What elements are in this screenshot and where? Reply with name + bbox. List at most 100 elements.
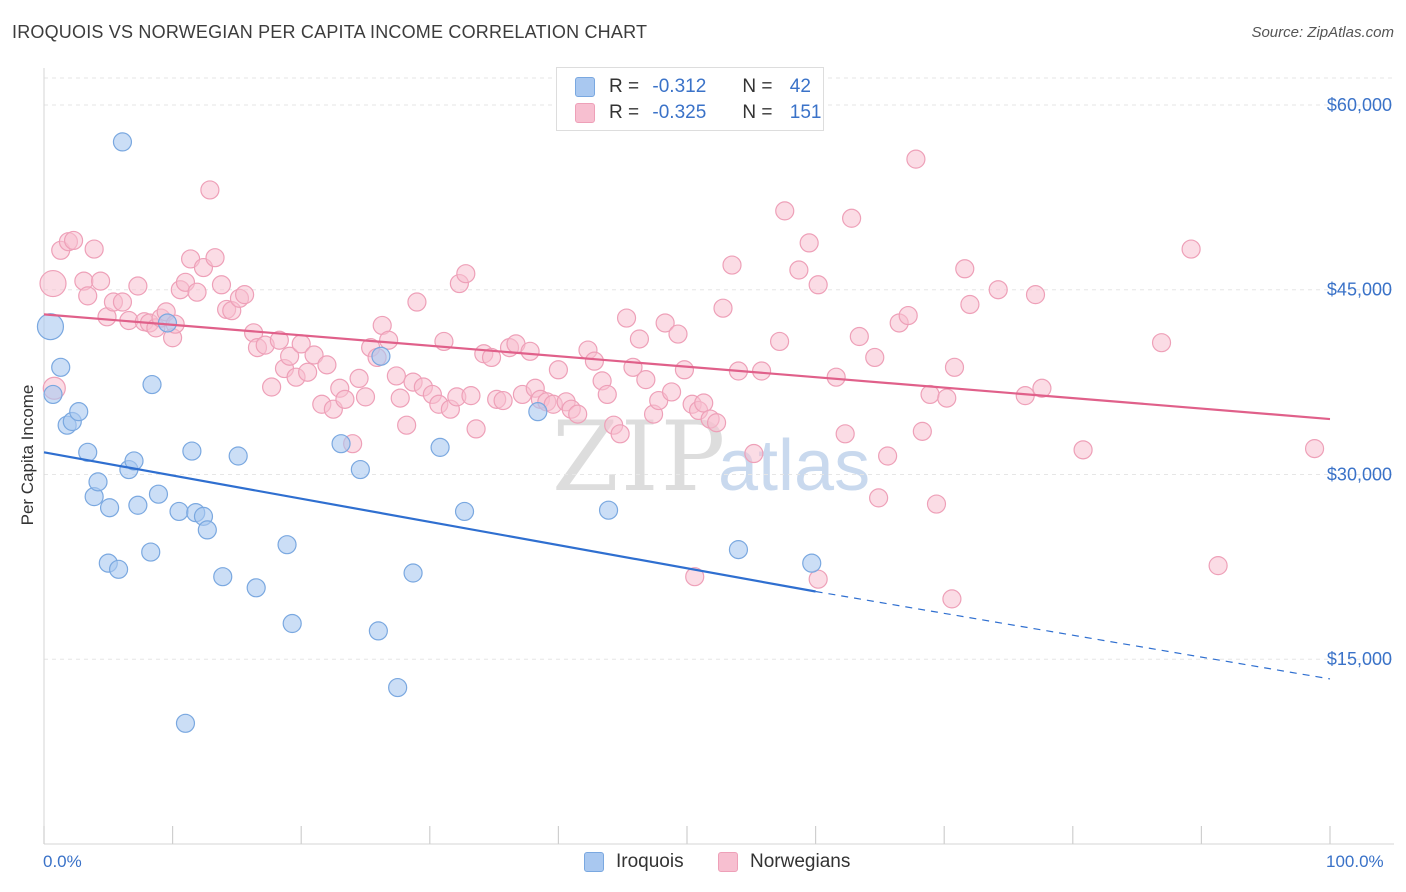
iroquois-legend-label: Iroquois: [616, 851, 684, 872]
x-tick-label-max: 100.0%: [1326, 852, 1384, 871]
norwegians-point: [835, 424, 855, 444]
norwegians-point: [211, 275, 232, 295]
iroquois-point: [124, 451, 144, 471]
y-tick-label-3: $60,000: [1327, 95, 1392, 115]
norwegians-points: [39, 149, 1325, 609]
norwegians-point: [568, 404, 588, 424]
iroquois-point: [403, 563, 423, 583]
norwegians-point: [84, 239, 104, 259]
norwegians-trend-line: [43, 313, 1331, 421]
norwegians-point: [1073, 440, 1093, 460]
norwegians-point: [610, 424, 630, 444]
norwegians-point: [355, 387, 376, 407]
iroquois-point: [246, 578, 266, 598]
iroquois-point: [277, 535, 297, 555]
norwegians-point: [493, 390, 513, 411]
iroquois-point: [36, 313, 65, 341]
norwegians-point: [335, 389, 355, 409]
norwegians-point: [655, 313, 675, 333]
iroquois-r-label: R =: [609, 76, 640, 97]
norwegians-point: [878, 446, 898, 466]
norwegians-point: [988, 280, 1008, 300]
iroquois-points: [36, 132, 822, 733]
norwegians-point: [685, 567, 705, 587]
norwegians-point: [304, 345, 324, 365]
norwegians-point: [694, 393, 714, 413]
iroquois-point: [128, 495, 148, 515]
norwegians-point: [1304, 439, 1325, 459]
norwegians-legend-label: Norwegians: [750, 851, 851, 872]
norwegians-r-value: -0.325: [652, 102, 707, 123]
norwegians-point: [616, 308, 637, 328]
norwegians-point: [456, 264, 476, 284]
norwegians-point: [481, 347, 502, 368]
norwegians-point: [706, 413, 727, 433]
iroquois-point: [43, 384, 63, 405]
iroquois-point: [368, 621, 388, 641]
iroquois-swatch: [575, 77, 595, 97]
iroquois-trend-line: [43, 451, 816, 593]
norwegians-point: [799, 233, 819, 253]
norwegians-point: [584, 351, 605, 371]
norwegians-point: [269, 330, 289, 350]
correlation-legend: R = -0.312 N = 42 R = -0.325 N = 151: [556, 67, 824, 131]
norwegians-point: [548, 360, 569, 380]
norwegians-point: [920, 384, 940, 405]
y-tick-label-2: $45,000: [1327, 280, 1392, 300]
norwegians-point: [775, 201, 795, 221]
norwegians-point: [1208, 556, 1228, 576]
iroquois-point: [728, 540, 749, 560]
y-tick-label-1: $30,000: [1327, 464, 1392, 484]
iroquois-point: [528, 402, 548, 422]
norwegians-point: [397, 415, 417, 435]
iroquois-point: [388, 677, 408, 698]
iroquois-point: [112, 132, 133, 152]
norwegians-point: [661, 382, 682, 402]
norwegians-point: [407, 292, 427, 312]
norwegians-point: [205, 248, 225, 268]
iroquois-point: [430, 437, 450, 457]
iroquois-point: [88, 472, 108, 492]
norwegians-point: [317, 355, 337, 375]
legend-row-norwegians: R = -0.325 N = 151: [575, 101, 821, 125]
norwegians-point: [842, 208, 862, 228]
norwegians-point: [349, 368, 369, 388]
iroquois-point: [454, 501, 475, 522]
norwegians-point: [826, 367, 846, 387]
trend-lines: [43, 313, 1331, 680]
norwegians-point: [942, 589, 962, 609]
norwegians-point: [955, 259, 975, 279]
iroquois-point: [331, 434, 351, 454]
iroquois-point: [802, 553, 822, 573]
y-tick-labels: $15,000 $30,000 $45,000 $60,000: [1327, 95, 1392, 669]
norwegians-legend-swatch: [718, 852, 738, 872]
x-tick-label-min: 0.0%: [43, 852, 82, 871]
norwegians-point: [789, 260, 809, 280]
norwegians-point: [461, 386, 481, 406]
bottom-legend-norwegians: Norwegians: [718, 851, 850, 873]
norwegians-point: [235, 285, 255, 305]
norwegians-point: [298, 362, 318, 382]
iroquois-n-label: N =: [742, 76, 773, 97]
iroquois-point: [108, 559, 129, 579]
iroquois-point: [51, 357, 71, 377]
norwegians-point: [262, 377, 282, 397]
norwegians-point: [944, 357, 965, 377]
norwegians-point: [636, 370, 656, 390]
iroquois-point: [69, 402, 89, 422]
iroquois-point: [213, 567, 233, 587]
norwegians-point: [597, 384, 617, 405]
iroquois-point: [142, 374, 162, 395]
norwegians-point: [668, 324, 688, 344]
iroquois-point: [371, 346, 391, 366]
norwegians-point: [926, 494, 947, 514]
norwegians-point: [960, 294, 980, 315]
iroquois-point: [148, 484, 169, 504]
norwegians-point: [466, 419, 486, 439]
iroquois-point: [169, 501, 189, 522]
norwegians-point: [379, 330, 399, 350]
iroquois-point: [99, 498, 120, 518]
iroquois-point: [141, 542, 161, 562]
norwegians-point: [769, 331, 790, 352]
